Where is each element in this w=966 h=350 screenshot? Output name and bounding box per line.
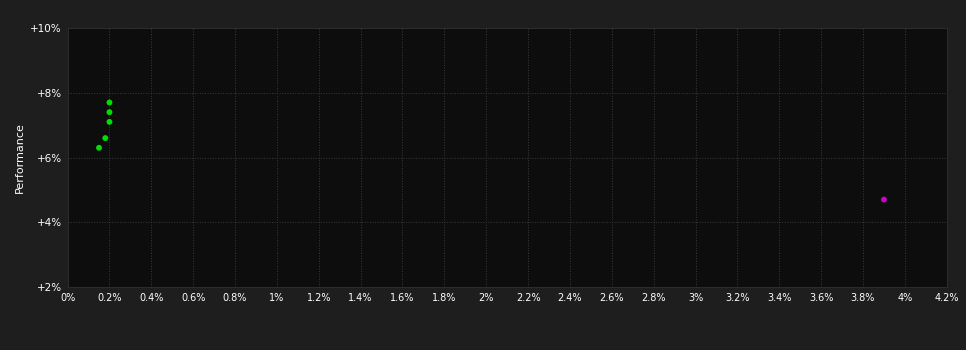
Point xyxy=(91,145,107,150)
Point xyxy=(101,109,117,115)
Point xyxy=(98,135,113,141)
Point xyxy=(101,100,117,105)
Point xyxy=(101,119,117,125)
Y-axis label: Performance: Performance xyxy=(14,122,25,193)
Point xyxy=(876,197,892,202)
